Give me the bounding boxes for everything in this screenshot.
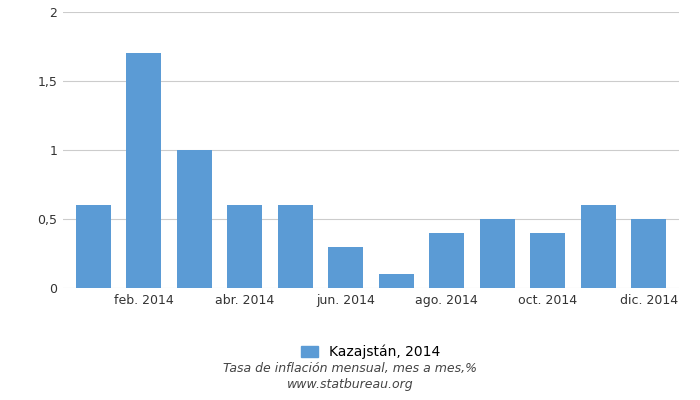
Bar	[379, 274, 414, 288]
Bar	[530, 233, 566, 288]
Bar	[580, 205, 616, 288]
Bar	[278, 205, 313, 288]
Bar	[429, 233, 464, 288]
Bar	[227, 205, 262, 288]
Bar	[126, 53, 162, 288]
Text: www.statbureau.org: www.statbureau.org	[287, 378, 413, 391]
Bar	[176, 150, 212, 288]
Text: Tasa de inflación mensual, mes a mes,%: Tasa de inflación mensual, mes a mes,%	[223, 362, 477, 375]
Bar	[631, 219, 666, 288]
Bar	[76, 205, 111, 288]
Bar	[328, 246, 363, 288]
Bar	[480, 219, 515, 288]
Legend: Kazajstán, 2014: Kazajstán, 2014	[302, 345, 440, 359]
